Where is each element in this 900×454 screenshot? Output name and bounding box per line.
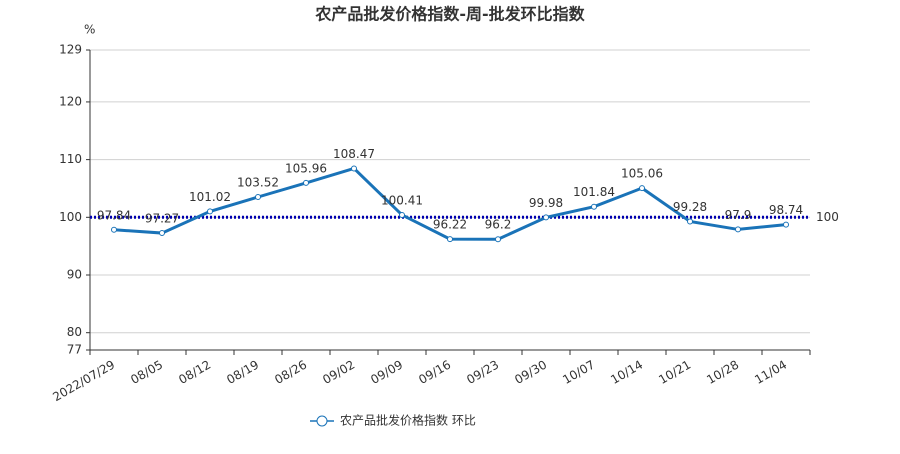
data-point [639, 185, 645, 192]
chart-title: 农产品批发价格指数-周-批发环比指数 [314, 5, 585, 24]
x-tick-label: 08/26 [272, 358, 309, 387]
data-point [303, 179, 309, 186]
legend-label: 农产品批发价格指数 环比 [340, 413, 476, 428]
data-point [687, 218, 693, 225]
data-point [159, 230, 165, 237]
x-tick-label: 2022/07/29 [50, 358, 117, 405]
data-point [351, 165, 357, 172]
data-point [591, 203, 597, 210]
data-label: 97.9 [725, 208, 752, 222]
data-label: 96.2 [485, 218, 512, 232]
data-point [207, 208, 213, 215]
x-tick-label: 10/21 [656, 358, 693, 387]
x-tick-label: 08/05 [128, 358, 165, 387]
data-label: 97.84 [97, 208, 131, 222]
data-point [783, 221, 789, 228]
x-tick-label: 09/02 [320, 358, 357, 387]
data-label: 105.96 [285, 161, 327, 175]
x-tick-label: 08/19 [224, 358, 261, 387]
x-tick-label: 10/07 [560, 358, 597, 387]
y-tick-label: 77 [67, 343, 82, 357]
data-point [735, 226, 741, 233]
data-label: 98.74 [769, 203, 803, 217]
data-label: 99.98 [529, 196, 563, 210]
x-tick-label: 09/23 [464, 358, 501, 387]
reference-label: 100 [816, 210, 839, 224]
y-tick-label: 90 [67, 268, 82, 282]
legend-marker [316, 415, 328, 427]
data-point [447, 236, 453, 243]
data-label: 108.47 [333, 147, 375, 161]
data-label: 97.27 [145, 212, 179, 226]
x-tick-label: 10/28 [704, 358, 741, 387]
data-label: 105.06 [621, 167, 663, 181]
data-label: 101.84 [573, 185, 615, 199]
x-tick-label: 08/12 [176, 358, 213, 387]
y-tick-label: 80 [67, 325, 82, 339]
x-tick-label: 09/30 [512, 358, 549, 387]
y-tick-label: 110 [59, 152, 82, 166]
data-point [255, 194, 261, 200]
data-label: 100.41 [381, 193, 423, 207]
x-tick-label: 10/14 [608, 358, 645, 387]
data-label: 101.02 [189, 190, 231, 204]
x-tick-label: 09/16 [416, 358, 453, 387]
y-tick-label: 129 [59, 43, 82, 57]
y-unit: % [84, 23, 95, 37]
y-tick-label: 120 [59, 94, 82, 108]
data-label: 99.28 [673, 200, 707, 214]
data-label: 96.22 [433, 218, 467, 232]
x-tick-label: 09/09 [368, 358, 405, 387]
x-tick-label: 11/04 [752, 358, 789, 387]
y-tick-label: 100 [59, 210, 82, 224]
data-point [495, 236, 501, 243]
data-point [543, 214, 549, 221]
data-point [399, 211, 405, 218]
data-label: 103.52 [237, 176, 279, 190]
data-point [111, 226, 117, 233]
